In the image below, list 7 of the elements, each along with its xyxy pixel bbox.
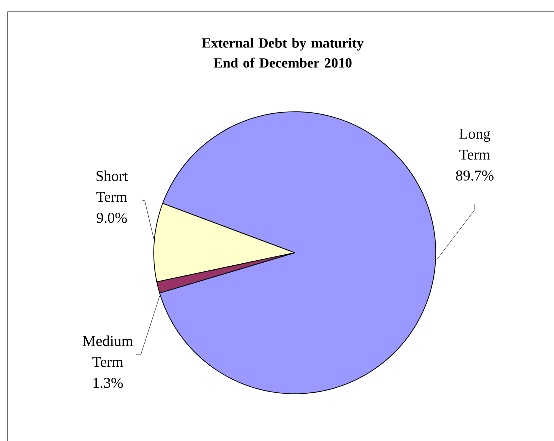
data-label: 9.0% — [96, 213, 128, 224]
data-label: 89.7% — [456, 170, 494, 181]
slice-label: Short Term — [96, 170, 128, 202]
slice-label: Long Term — [460, 129, 490, 160]
slice-label: Medium Term — [83, 336, 134, 368]
data-label: 1.3% — [94, 378, 124, 388]
chart-title: External Debt by maturity End of December 2010 — [202, 38, 364, 68]
